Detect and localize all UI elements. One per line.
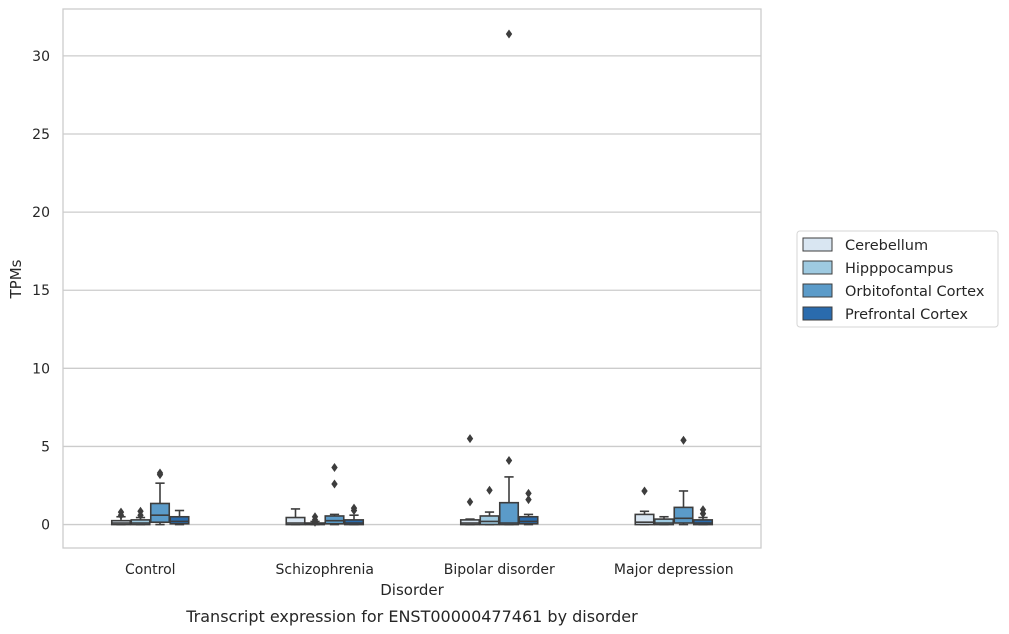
x-tick-label: Control (125, 562, 176, 578)
legend-swatch (802, 237, 833, 252)
outlier-point (331, 463, 338, 473)
x-tick-label: Schizophrenia (276, 562, 374, 578)
box (285, 516, 306, 526)
outlier-point (505, 29, 513, 39)
series-hipppocampus (130, 485, 675, 527)
outlier-point (331, 479, 338, 489)
legend: Cerebellum Hipppocampus Orbitofontal Corte… (796, 230, 999, 328)
box (634, 513, 655, 526)
legend-frame (796, 230, 999, 328)
outlier-point (117, 510, 125, 520)
y-tick-labels: 0 5 10 15 20 25 30 (32, 49, 50, 534)
outlier-point (350, 506, 358, 516)
y-tick-label: 15 (32, 283, 50, 299)
legend-label: Orbitofontal Cortex (845, 284, 985, 300)
outlier-point (505, 456, 513, 466)
x-tick-label: Major depression (614, 562, 734, 578)
y-tick-label: 30 (32, 49, 50, 65)
grid-lines (63, 55, 761, 526)
outlier-point (466, 434, 474, 444)
outlier-point (525, 488, 532, 498)
box (673, 506, 694, 524)
outlier-point (699, 509, 707, 519)
outlier-point (137, 510, 144, 520)
plot-background (63, 9, 761, 548)
series-orbitofontal-cortex (149, 29, 694, 526)
box (518, 515, 539, 525)
legend-label: Prefrontal Cortex (845, 307, 968, 323)
legend-label: Hipppocampus (845, 261, 953, 277)
outlier-point (486, 485, 493, 495)
y-axis-title: TPMs (7, 259, 25, 299)
legend-swatch (802, 306, 833, 321)
y-tick-label: 20 (32, 205, 50, 221)
legend-swatch (802, 260, 833, 275)
x-tick-label: Bipolar disorder (444, 562, 555, 578)
series-prefrontal-cortex (169, 488, 714, 526)
x-tick-labels: Control Schizophrenia Bipolar disorder Majo… (125, 562, 734, 578)
outlier-point (156, 470, 164, 480)
y-tick-label: 10 (32, 361, 50, 377)
box (653, 518, 675, 526)
outlier-point (641, 486, 648, 496)
box (149, 502, 171, 524)
legend-swatch (802, 283, 833, 298)
outlier-point (525, 495, 532, 505)
box-series (110, 29, 714, 527)
x-axis-title: Disorder (380, 581, 444, 599)
box (498, 501, 520, 526)
y-tick-label: 25 (32, 127, 50, 143)
y-tick-label: 0 (41, 518, 50, 534)
outlier-point (466, 497, 474, 507)
y-tick-label: 5 (41, 439, 50, 455)
legend-label: Cerebellum (845, 238, 928, 254)
outlier-point (311, 517, 319, 527)
chart-caption: Transcript expression for ENST0000047746… (185, 607, 638, 626)
series-cerebellum (110, 434, 655, 526)
box (169, 515, 190, 525)
outlier-point (680, 435, 687, 445)
plot-frame (62, 8, 762, 549)
box (479, 515, 500, 526)
